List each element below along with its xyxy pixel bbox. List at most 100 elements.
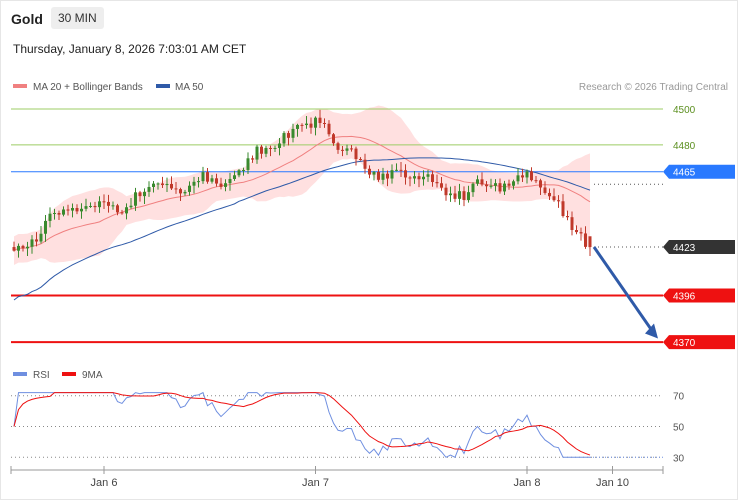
candle — [444, 183, 448, 201]
candle — [525, 169, 529, 184]
candle — [71, 203, 74, 218]
candle — [44, 214, 47, 242]
candle — [471, 182, 475, 197]
projection-arrow-line — [592, 246, 656, 335]
candle — [314, 116, 317, 136]
candle — [228, 172, 232, 191]
candle — [264, 145, 268, 158]
time-tick-label: Jan 6 — [91, 477, 118, 489]
candle — [408, 175, 412, 187]
candle — [548, 188, 551, 200]
chart-datetime: Thursday, January 8, 2026 7:03:01 AM CET — [13, 42, 247, 56]
candle — [129, 198, 133, 209]
candle — [561, 194, 565, 218]
candle — [485, 181, 488, 192]
candle — [98, 196, 101, 213]
candle — [30, 235, 34, 254]
candle — [174, 182, 178, 194]
candle — [102, 194, 106, 210]
candle — [242, 167, 245, 176]
candle — [476, 175, 479, 186]
candle — [579, 227, 583, 241]
candle — [278, 138, 281, 156]
candle — [539, 178, 542, 195]
candle — [219, 177, 223, 190]
timeframe-badge[interactable]: 30 MIN — [51, 7, 104, 29]
candle — [251, 155, 254, 163]
ma20-legend-swatch — [13, 84, 27, 88]
candle — [489, 178, 493, 189]
candle — [291, 123, 295, 143]
level-tags: 4500 4480 4465 4423 4396 4370 — [663, 105, 735, 350]
candle — [395, 163, 398, 172]
candle — [152, 181, 155, 193]
time-tick-label: Jan 10 — [596, 477, 629, 489]
candle — [282, 131, 286, 147]
candle — [350, 144, 353, 152]
candle — [345, 144, 349, 156]
time-tick-label: Jan 7 — [302, 477, 329, 489]
candle — [170, 176, 173, 190]
projection-arrow — [592, 246, 658, 339]
candle — [332, 133, 335, 146]
candle — [233, 170, 236, 181]
candle — [503, 180, 506, 196]
candle — [426, 169, 430, 182]
candle — [111, 201, 115, 210]
candle — [287, 130, 290, 146]
candle — [336, 141, 340, 154]
candle — [273, 145, 277, 152]
candle — [116, 203, 119, 216]
candle — [377, 169, 380, 182]
candle — [440, 176, 443, 191]
candle — [147, 181, 151, 197]
level-label-4500: 4500 — [673, 105, 696, 116]
rsi-tick-label: 50 — [673, 423, 685, 434]
candle — [269, 145, 272, 157]
candle — [570, 211, 574, 236]
ma50-line — [13, 157, 591, 301]
candle — [327, 120, 331, 137]
candle — [84, 198, 88, 212]
candle — [390, 164, 394, 184]
time-tick-label: Jan 8 — [514, 477, 541, 489]
candle — [557, 195, 560, 208]
candle — [66, 204, 70, 216]
candle — [62, 206, 65, 217]
candle — [507, 179, 511, 190]
candle — [498, 178, 502, 194]
candle — [125, 203, 128, 220]
instrument-name: Gold — [11, 11, 43, 27]
rsi-ma-legend-label: 9MA — [82, 370, 103, 381]
time-axis-ticks: Jan 6 Jan 7 Jan 8 Jan 10 — [10, 466, 664, 489]
candle — [17, 243, 20, 258]
candle — [93, 201, 97, 213]
candle — [12, 241, 16, 252]
rsi-ma-legend-swatch — [62, 372, 76, 376]
candle — [521, 168, 524, 183]
candle — [183, 189, 187, 196]
candle — [534, 176, 538, 184]
candle — [413, 171, 416, 184]
level-tag-4370 — [663, 335, 735, 350]
candle — [143, 188, 146, 204]
candle — [201, 166, 205, 184]
candle — [35, 232, 38, 247]
candle — [552, 188, 556, 202]
candle — [188, 181, 191, 196]
candle — [417, 172, 421, 188]
candle — [543, 181, 547, 195]
candle — [39, 226, 43, 244]
rsi-tick-label: 30 — [673, 453, 685, 464]
candlesticks — [12, 109, 592, 258]
candle — [246, 152, 250, 174]
ma50-legend-swatch — [156, 84, 170, 88]
candle — [453, 185, 457, 203]
candle — [296, 123, 299, 137]
candle — [215, 173, 218, 187]
rsi-panel: 70 50 30 — [11, 392, 685, 464]
candle — [89, 202, 92, 208]
candle — [512, 179, 515, 190]
candle — [197, 176, 200, 188]
